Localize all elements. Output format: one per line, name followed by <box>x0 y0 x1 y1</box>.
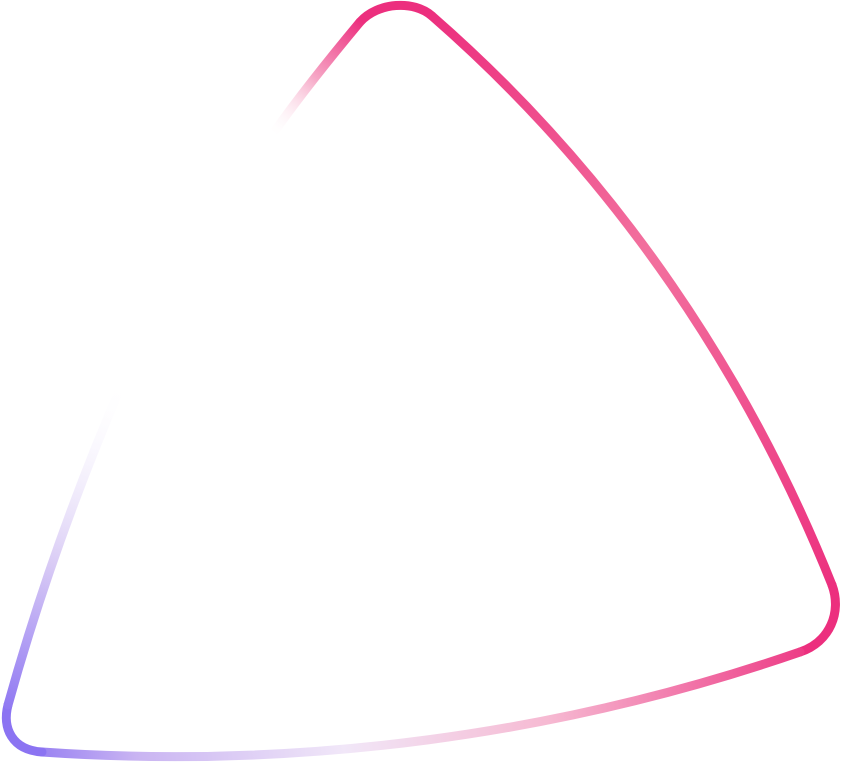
bottom-edge <box>37 647 805 762</box>
apex-curve <box>355 0 437 27</box>
bottom-right-corner <box>795 580 840 657</box>
left-lower-edge <box>3 365 133 710</box>
right-edge <box>427 11 837 590</box>
bottom-left-corner <box>1 700 47 757</box>
left-upper-edge <box>267 17 365 140</box>
